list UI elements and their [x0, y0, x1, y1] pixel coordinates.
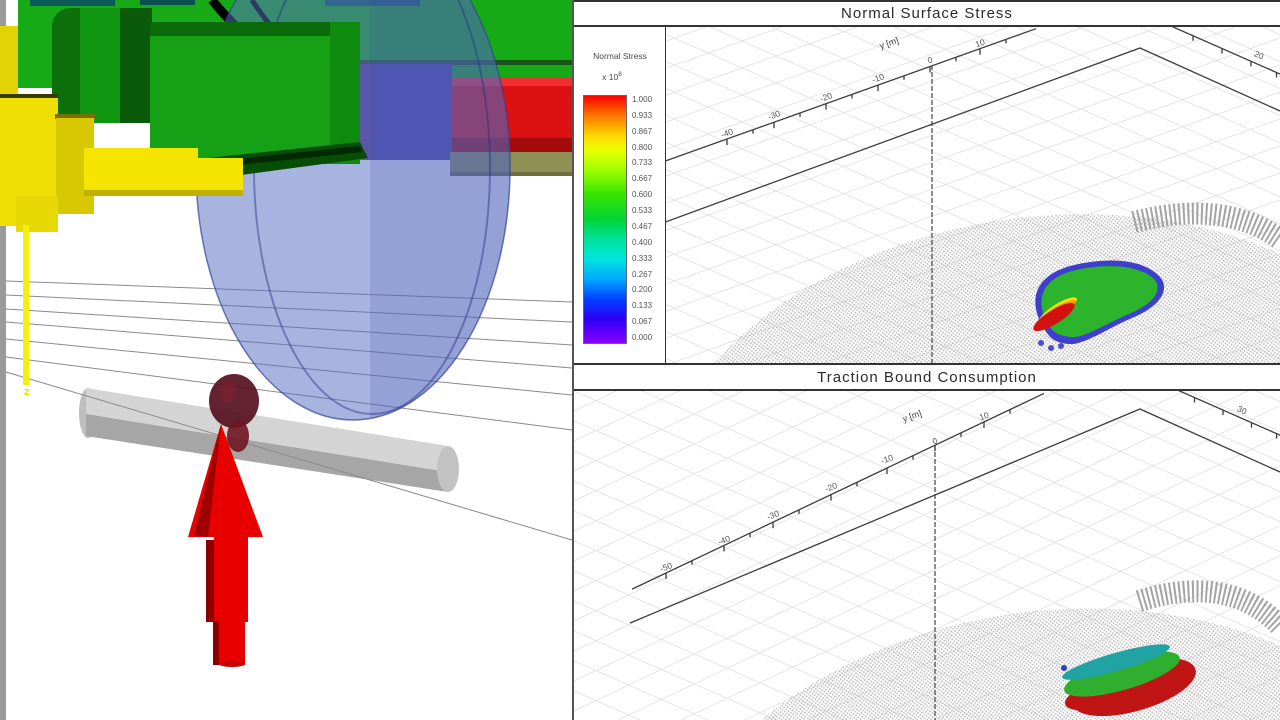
track-diagonal-line: [5, 371, 572, 541]
left-border: [0, 0, 6, 720]
bottom-plot-title-band: Traction Bound Consumption: [574, 363, 1280, 391]
colorbar-legend: Normal Stress x 108 1.000 0.933 0.867 0.800…: [574, 27, 666, 363]
machine-3d-scene: z: [0, 0, 572, 720]
legend-value: 0.867: [632, 126, 653, 136]
legend-value: 0.933: [632, 110, 653, 120]
legend-value: 0.600: [632, 190, 653, 200]
legend-value: 0.067: [632, 317, 653, 327]
contact-force-arrow: [188, 424, 263, 667]
legend-value: 0.133: [632, 301, 653, 311]
bottom-plot-view[interactable]: -50 -40 -30 -20 -10 0 10 y [m] 30: [574, 391, 1280, 720]
z-axis-label: z: [24, 386, 30, 398]
brake-yellow-slab: [84, 148, 243, 196]
legend-value: 0.200: [632, 285, 653, 295]
bottom-plot-title: Traction Bound Consumption: [817, 368, 1037, 386]
colorbar-title: Normal Stress: [593, 51, 647, 61]
top-plot-title-band: Normal Surface Stress: [574, 0, 1280, 27]
top-plot-title: Normal Surface Stress: [841, 5, 1013, 22]
rail: [79, 388, 459, 492]
foreground-machinery: [0, 8, 368, 232]
left-3d-view[interactable]: z: [0, 0, 572, 720]
legend-value: 0.467: [632, 221, 653, 231]
contact-patch-blob: [209, 374, 259, 452]
legend-value: 0.533: [632, 206, 653, 216]
legend-value: 0.333: [632, 253, 653, 263]
legend-value: 0.400: [632, 237, 653, 247]
z-axis-marker: z: [23, 225, 30, 398]
legend-value: 1.000: [632, 95, 653, 104]
legend-value: 0.800: [632, 142, 653, 152]
top-plot-view[interactable]: Normal Stress x 108 1.000 0.933 0.867 0.800…: [574, 27, 1280, 363]
brake-yellow-small: [0, 26, 18, 112]
colorbar-gradient: [583, 95, 627, 344]
legend-values: 1.000 0.933 0.867 0.800 0.733 0.667 0.600 0.533…: [632, 93, 666, 349]
legend-value: 0.667: [632, 174, 653, 184]
plots-panel: Normal Surface Stress Normal Stress x 10…: [572, 0, 1280, 720]
colorbar-scale: x 108: [602, 71, 622, 82]
legend-value: 0.000: [632, 333, 653, 343]
legend-value: 0.733: [632, 158, 653, 168]
legend-value: 0.267: [632, 269, 653, 279]
gearbox-green: [150, 22, 360, 164]
